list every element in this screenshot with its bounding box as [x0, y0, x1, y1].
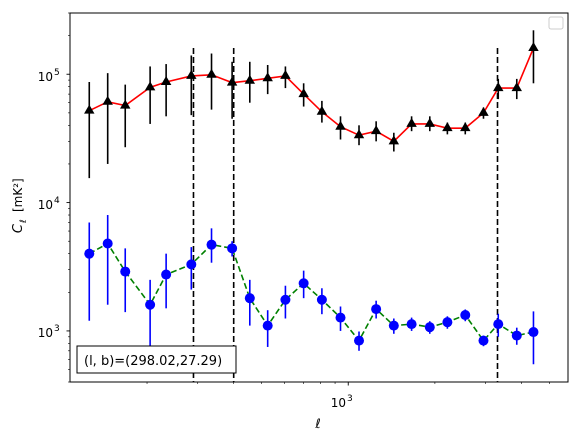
- series-1-point: [493, 82, 504, 92]
- series-1-point: [160, 75, 172, 85]
- series-2-point: [120, 266, 131, 277]
- series-1-point: [84, 104, 95, 114]
- x-tick-label: 10 3: [331, 394, 353, 410]
- series-2-point: [298, 278, 309, 289]
- series-1-point: [370, 125, 382, 135]
- series-1-point: [388, 135, 400, 145]
- series-2-point: [493, 319, 504, 330]
- svg-text:3: 3: [54, 324, 60, 334]
- series-2-point: [371, 304, 382, 315]
- series-1-point: [280, 69, 291, 79]
- series-2-point: [388, 320, 399, 331]
- series-1-point: [226, 76, 238, 86]
- vertical-reference-lines: [192, 48, 499, 382]
- annotation-text: (l, b)=(298.02,27.29): [84, 354, 222, 369]
- data-markers: [84, 42, 539, 346]
- series-2-point: [227, 243, 238, 254]
- svg-text:ℓ: ℓ: [19, 219, 29, 224]
- x-axis-label: ℓ: [314, 417, 320, 432]
- axis-ticks: [66, 12, 550, 386]
- series-2-point: [145, 299, 156, 310]
- y-axis-label: C ℓ [mK²]: [11, 178, 29, 233]
- svg-text:[mK²]: [mK²]: [11, 178, 25, 212]
- series-2-point: [424, 322, 435, 333]
- series-1-point: [442, 122, 453, 132]
- y-tick-label: 10 3: [38, 324, 60, 340]
- series-1-point: [424, 117, 436, 127]
- series-2-point: [262, 320, 273, 331]
- series-2-point: [528, 327, 539, 338]
- svg-text:10: 10: [331, 396, 346, 410]
- series-2-point: [244, 293, 255, 304]
- series-2-line: [88, 242, 534, 343]
- series-2-point: [442, 317, 453, 328]
- svg-text:3: 3: [347, 394, 353, 404]
- series-1-point: [186, 69, 197, 79]
- series-1-point: [528, 42, 539, 52]
- series-1-point: [206, 68, 217, 78]
- annotation-box: [76, 345, 237, 374]
- series-2-point: [478, 335, 489, 346]
- series-2-point: [316, 294, 327, 305]
- series-1-point: [460, 122, 471, 132]
- y-tick-label: 10 5: [38, 68, 60, 84]
- series-1-point: [298, 88, 309, 98]
- series-2-point: [406, 319, 417, 330]
- series-1-point: [120, 99, 131, 109]
- svg-text:10: 10: [38, 198, 53, 212]
- series-2-point: [280, 294, 291, 305]
- series-2-point: [335, 312, 346, 323]
- svg-text:10: 10: [38, 326, 53, 340]
- series-1-point: [102, 95, 113, 105]
- series-1-point: [316, 105, 328, 115]
- series-1-point: [353, 129, 365, 139]
- series-1-point: [511, 82, 522, 92]
- series-1-point: [478, 106, 489, 116]
- series-1-point: [406, 117, 417, 127]
- series-2-point: [161, 269, 172, 280]
- svg-text:10: 10: [38, 70, 53, 84]
- svg-text:C: C: [11, 223, 26, 233]
- series-1-point: [262, 72, 273, 82]
- series-2-point: [206, 239, 217, 250]
- svg-text:5: 5: [54, 68, 60, 78]
- series-2-point: [354, 335, 365, 346]
- series-1-point: [335, 120, 346, 130]
- plot-frame: [69, 12, 569, 383]
- legend-box: [548, 16, 564, 30]
- series-2-point: [511, 330, 522, 341]
- series-1-point: [244, 74, 256, 84]
- svg-text:4: 4: [54, 196, 60, 206]
- series-2-point: [186, 259, 197, 270]
- series-1-point: [144, 81, 156, 91]
- series-2-point: [102, 238, 113, 249]
- series-lines: [88, 47, 535, 343]
- y-tick-label: 10 4: [38, 196, 60, 212]
- series-2-point: [84, 248, 95, 259]
- series-2-point: [460, 310, 471, 321]
